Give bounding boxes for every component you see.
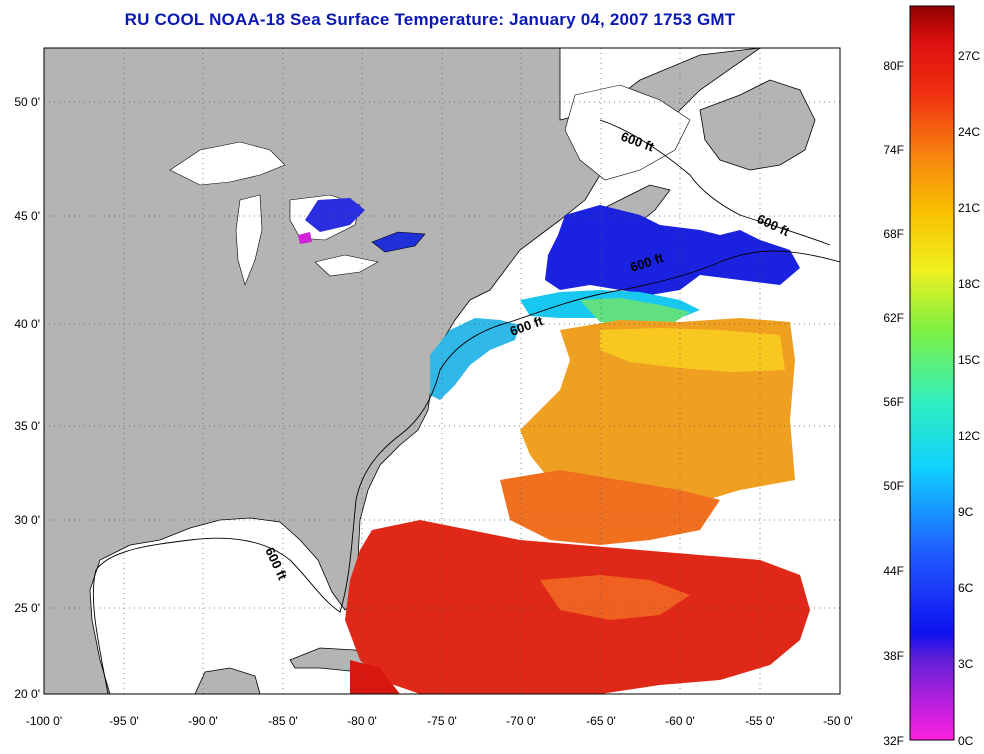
sst-gulfstream-yellow [600, 328, 785, 372]
lon-tick-label: -60 0' [665, 714, 695, 728]
colorbar-c-label: 0C [958, 734, 974, 748]
colorbar-f-label: 62F [883, 311, 904, 325]
sst-map: 600 ft 600 ft 600 ft 600 ft 600 ft -100 … [14, 47, 853, 728]
land-newfoundland [699, 79, 816, 171]
colorbar-c-label: 21C [958, 201, 980, 215]
lat-tick-label: 40 0' [14, 317, 40, 331]
lon-tick-label: -80 0' [347, 714, 377, 728]
great-lake-huron-sst [305, 198, 365, 232]
lon-tick-label: -90 0' [188, 714, 218, 728]
lat-tick-label: 45 0' [14, 209, 40, 223]
gulf-st-lawrence [564, 84, 691, 181]
colorbar-f-label: 44F [883, 564, 904, 578]
land-north-america [44, 48, 761, 694]
colorbar-c-label: 18C [958, 277, 980, 291]
lat-tick-label: 25 0' [14, 601, 40, 615]
lon-tick-label: -100 0' [26, 714, 62, 728]
colorbar-f-label: 56F [883, 395, 904, 409]
sst-orange-red-band [500, 470, 720, 545]
colorbar-gradient [909, 5, 955, 741]
map-title: RU COOL NOAA-18 Sea Surface Temperature:… [124, 10, 736, 29]
lon-tick-label: -95 0' [109, 714, 139, 728]
colorbar-c-label: 12C [958, 429, 980, 443]
sst-warm-red-caribbean [350, 660, 400, 694]
lat-tick-label: 30 0' [14, 513, 40, 527]
lat-tick-label: 20 0' [14, 687, 40, 701]
colorbar-f-label: 50F [883, 479, 904, 493]
map-frame [43, 47, 841, 695]
colorbar-c-label: 9C [958, 505, 974, 519]
colorbar-f-label: 32F [883, 734, 904, 748]
colorbar-c-label: 3C [958, 657, 974, 671]
lon-tick-label: -70 0' [506, 714, 536, 728]
colorbar-f-label: 68F [883, 227, 904, 241]
latitude-axis: 20 0' 25 0' 30 0' 35 0' 40 0' 45 0' 50 0… [14, 95, 40, 701]
lon-tick-label: -65 0' [586, 714, 616, 728]
colorbar-f-label: 74F [883, 143, 904, 157]
isobath-600ft-north [599, 119, 831, 246]
great-lake-erie-sst [298, 232, 312, 244]
longitude-axis: -100 0' -95 0' -90 0' -85 0' -80 0' -75 … [26, 714, 853, 728]
land-yucatan [194, 667, 261, 694]
sst-green-slope [580, 298, 690, 326]
great-lake-superior [169, 141, 286, 186]
lon-tick-label: -50 0' [823, 714, 853, 728]
colorbar-f-label: 38F [883, 649, 904, 663]
colorbar-c-label: 6C [958, 581, 974, 595]
isobath-600ft [92, 250, 840, 694]
sst-cold-gulf-of-maine [545, 205, 800, 295]
lat-tick-label: 50 0' [14, 95, 40, 109]
colorbar-c-label: 24C [958, 125, 980, 139]
lat-tick-label: 35 0' [14, 419, 40, 433]
lon-tick-label: -85 0' [268, 714, 298, 728]
colorbar-f-label: 80F [883, 59, 904, 73]
lon-tick-label: -55 0' [745, 714, 775, 728]
colorbar-c-label: 27C [958, 49, 980, 63]
lon-tick-label: -75 0' [427, 714, 457, 728]
great-lake-michigan [235, 194, 263, 286]
sst-midatlantic-shelf [430, 318, 520, 400]
great-lake-ontario [371, 231, 426, 253]
great-lake-erie [314, 254, 379, 277]
colorbar-c-label: 15C [958, 353, 980, 367]
sst-orange-patch-south [540, 575, 690, 620]
